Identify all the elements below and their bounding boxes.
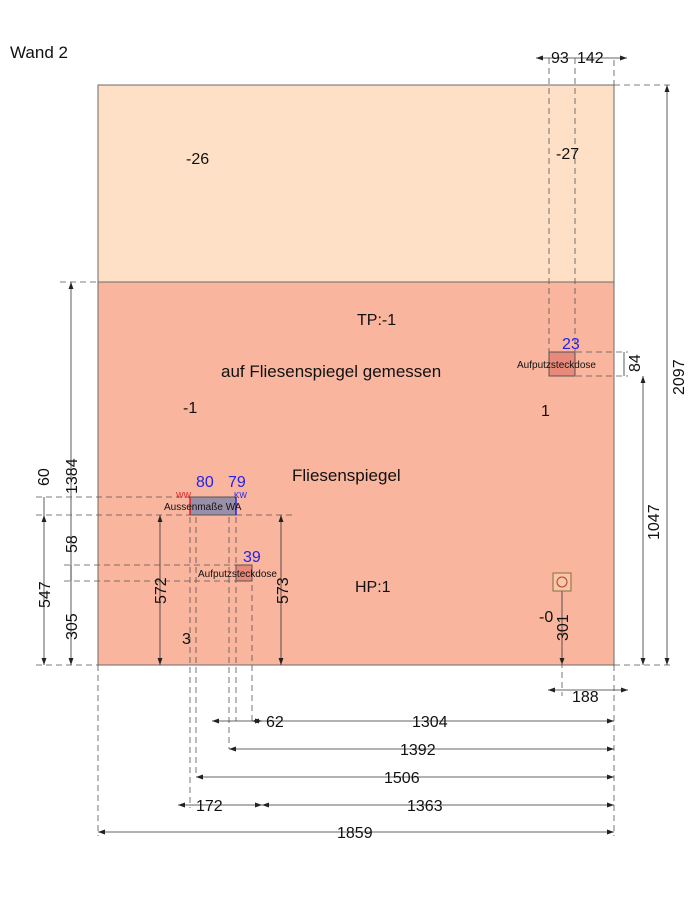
window-right-value: 79 <box>228 474 246 491</box>
tile-area-name: Fliesenspiegel <box>292 466 401 485</box>
outlet-bottom-label: Aufputzsteckdose <box>198 569 277 580</box>
window-label: Aussenmaße WA <box>164 502 242 513</box>
dim-547: 547 <box>37 581 54 608</box>
dim-1859: 1859 <box>337 825 373 842</box>
tp-label: TP:-1 <box>357 312 396 329</box>
dim-top-142: 142 <box>577 50 604 67</box>
outlet-right-box <box>552 572 572 592</box>
dim-top-93: 93 <box>551 50 569 67</box>
dim-1384: 1384 <box>64 458 81 494</box>
dim-60: 60 <box>36 468 53 486</box>
upper-wall-panel <box>97 84 615 283</box>
dim-301: 301 <box>555 614 572 641</box>
outlet-top-box <box>548 351 576 377</box>
tile-left-value: -1 <box>183 400 197 417</box>
dim-58: 58 <box>64 535 81 553</box>
outlet-top-height: 23 <box>562 336 580 353</box>
dim-305: 305 <box>64 613 81 640</box>
window-left-value: 80 <box>196 474 214 491</box>
dimension-lines <box>36 55 672 836</box>
outlet-bottom-height: 39 <box>243 549 261 566</box>
dim-573: 573 <box>275 577 292 604</box>
dim-84: 84 <box>627 354 644 372</box>
dim-1506: 1506 <box>384 770 420 787</box>
bottom-left-value: 3 <box>182 631 191 648</box>
upper-right-value: -27 <box>556 146 579 163</box>
measured-note: auf Fliesenspiegel gemessen <box>221 362 441 381</box>
dim-1304: 1304 <box>412 714 448 731</box>
hp-label: HP:1 <box>355 579 391 596</box>
wall-title: Wand 2 <box>10 43 68 62</box>
window-ww-label: WW <box>176 491 192 500</box>
dim-2097: 2097 <box>671 359 688 395</box>
window-kw-label: KW <box>234 491 247 500</box>
dim-572: 572 <box>153 577 170 604</box>
dim-1392: 1392 <box>400 742 436 759</box>
upper-left-value: -26 <box>186 151 209 168</box>
dim-188: 188 <box>572 689 599 706</box>
dim-62: 62 <box>266 714 284 731</box>
bottom-right-value: -0 <box>539 609 553 626</box>
outlet-right-circle-icon <box>556 576 568 588</box>
dim-172: 172 <box>196 798 223 815</box>
dim-1047: 1047 <box>646 504 663 540</box>
tile-right-value: 1 <box>541 403 550 420</box>
outlet-top-label: Aufputzsteckdose <box>517 360 596 371</box>
tile-area-panel <box>97 281 615 666</box>
dim-1363: 1363 <box>407 798 443 815</box>
outlet-bottom-box <box>235 564 253 582</box>
